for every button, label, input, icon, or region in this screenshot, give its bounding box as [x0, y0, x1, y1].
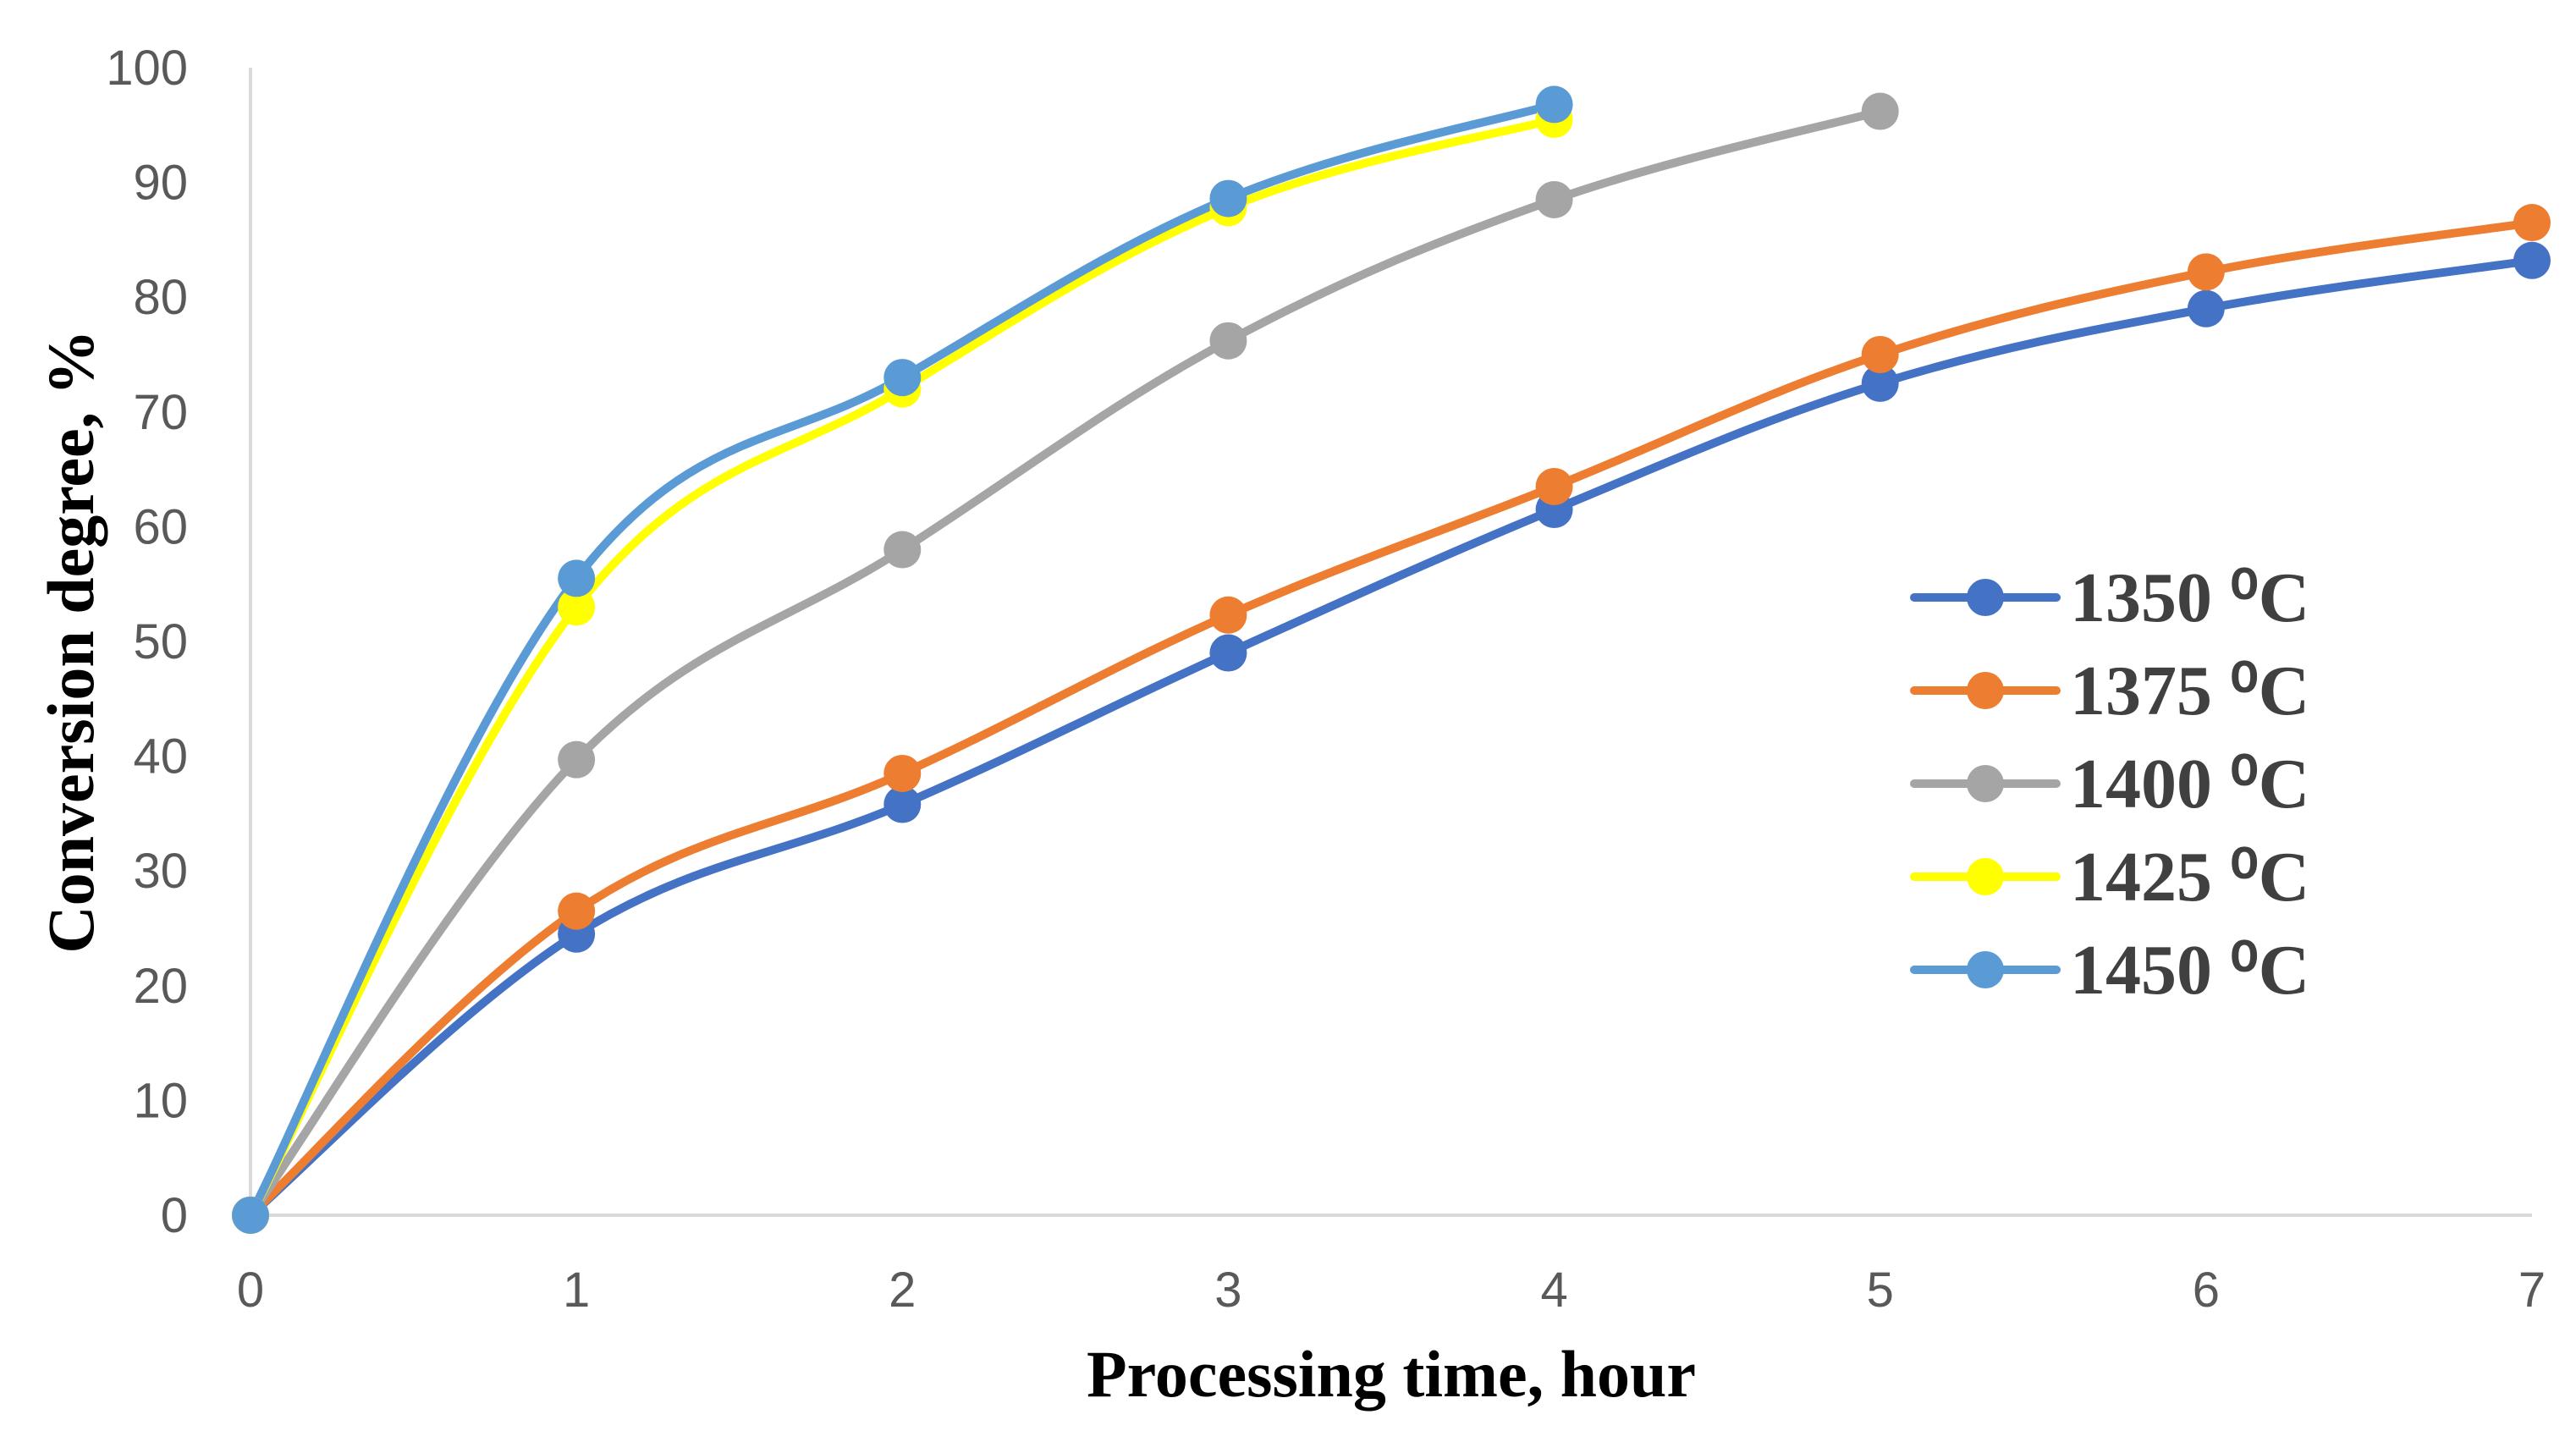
legend-label: 1400 ⁰C	[2070, 745, 2309, 823]
data-point	[2513, 204, 2551, 242]
legend-item: 1375 ⁰C	[1910, 652, 2309, 730]
x-tick-label: 6	[2193, 1263, 2220, 1318]
data-point	[232, 1197, 269, 1234]
x-tick-label: 0	[237, 1263, 264, 1318]
x-tick-labels: 0 1 2 3 4 5 6 7	[237, 1263, 2546, 1318]
legend-label: 1375 ⁰C	[2070, 652, 2309, 730]
legend-marker	[1967, 579, 2004, 616]
axes	[249, 68, 2532, 1217]
legend-label: 1350 ⁰C	[2070, 559, 2309, 637]
y-tick-label: 90	[133, 156, 188, 211]
series-markers	[232, 85, 2551, 1234]
y-tick-label: 70	[133, 385, 188, 440]
y-tick-label: 100	[106, 41, 188, 96]
data-point	[1861, 364, 1899, 402]
y-tick-label: 60	[133, 499, 188, 554]
y-tick-label: 40	[133, 729, 188, 784]
x-tick-label: 2	[889, 1263, 916, 1318]
series-line-1450	[246, 100, 1559, 1219]
data-point	[2513, 241, 2551, 279]
y-tick-label: 10	[133, 1073, 188, 1128]
data-point	[883, 785, 922, 823]
data-point	[558, 740, 596, 779]
data-point	[558, 588, 596, 626]
y-axis-title: Conversion degree, %	[34, 329, 107, 953]
y-tick-label: 30	[133, 844, 188, 899]
x-tick-label: 3	[1214, 1263, 1241, 1318]
y-tick-label: 50	[133, 614, 188, 669]
data-point	[883, 531, 922, 569]
legend-marker	[1967, 672, 2004, 709]
legend-marker	[1967, 951, 2004, 988]
data-point	[1209, 179, 1247, 217]
legend: 1350 ⁰C 1375 ⁰C 1400 ⁰C 1425 ⁰C 1450 ⁰C	[1910, 559, 2309, 1010]
legend-marker	[1967, 858, 2004, 895]
x-tick-label: 4	[1540, 1263, 1567, 1318]
data-point	[1535, 180, 1573, 218]
legend-label: 1425 ⁰C	[2070, 838, 2309, 916]
legend-item: 1450 ⁰C	[1910, 931, 2309, 1010]
data-point	[1535, 85, 1573, 124]
data-point	[2187, 253, 2225, 291]
data-point	[883, 754, 922, 792]
data-point	[1861, 336, 1899, 373]
y-tick-label: 80	[133, 270, 188, 325]
x-tick-label: 1	[563, 1263, 590, 1318]
data-point	[558, 559, 596, 597]
x-tick-label: 5	[1867, 1263, 1894, 1318]
series-line-1425	[246, 115, 1559, 1219]
legend-label: 1450 ⁰C	[2070, 931, 2309, 1010]
data-point	[1535, 467, 1573, 505]
data-point	[1861, 92, 1899, 130]
legend-item: 1425 ⁰C	[1910, 838, 2309, 916]
data-point	[558, 892, 596, 930]
y-tick-label: 20	[133, 959, 188, 1014]
y-tick-label: 0	[161, 1188, 188, 1243]
x-axis-title: Processing time, hour	[1087, 1337, 1696, 1411]
data-point	[1209, 322, 1247, 360]
legend-marker	[1967, 765, 2004, 802]
legend-item: 1400 ⁰C	[1910, 745, 2309, 823]
x-tick-label: 7	[2518, 1263, 2546, 1318]
legend-item: 1350 ⁰C	[1910, 559, 2309, 637]
y-tick-labels: 0 10 20 30 40 50 60 70 80 90 100	[106, 41, 188, 1243]
data-point	[1209, 596, 1247, 634]
data-point	[883, 359, 922, 397]
data-point	[2187, 289, 2225, 327]
data-point	[1209, 634, 1247, 672]
